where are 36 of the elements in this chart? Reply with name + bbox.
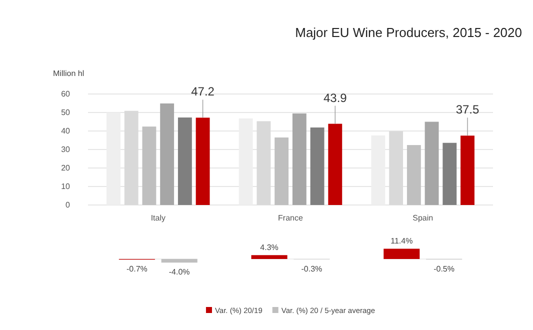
y-tick-label: 10: [61, 182, 71, 192]
x-tick-label: Italy: [150, 214, 166, 223]
data-label: -0.3%: [301, 264, 322, 274]
bar: [160, 103, 174, 205]
bar: [328, 124, 342, 205]
chart-title: Major EU Wine Producers, 2015 - 2020: [295, 25, 522, 40]
y-tick-label: 0: [66, 200, 71, 210]
y-tick-label: 60: [61, 90, 71, 99]
bar: [424, 122, 439, 205]
bar: [389, 131, 404, 205]
y-tick-label: 30: [61, 145, 71, 154]
data-label: -0.5%: [434, 264, 455, 274]
x-tick-label: Spain: [412, 214, 434, 223]
bar: [442, 142, 457, 205]
y-axis-title: Million hl: [53, 69, 84, 78]
bar: [274, 137, 289, 205]
bar: [124, 110, 138, 205]
bar: [256, 121, 271, 205]
data-label: -4.0%: [168, 268, 190, 277]
data-label: 43.9: [323, 90, 348, 105]
bar: [142, 126, 156, 205]
y-tick-label: 40: [61, 126, 71, 136]
data-label: 37.5: [456, 102, 480, 117]
data-label: -0.7%: [126, 264, 148, 274]
data-label: 4.3%: [260, 243, 278, 252]
x-tick-label: France: [278, 214, 304, 223]
y-tick-label: 20: [61, 164, 71, 173]
y-tick-label: 50: [61, 108, 71, 118]
bar: [292, 113, 306, 205]
bar: [310, 127, 324, 205]
bar: [196, 118, 210, 205]
data-label: 47.2: [191, 84, 215, 99]
bar: [406, 145, 421, 205]
bar: [178, 117, 192, 205]
data-label: 11.4%: [390, 236, 413, 246]
bar: [460, 136, 474, 205]
